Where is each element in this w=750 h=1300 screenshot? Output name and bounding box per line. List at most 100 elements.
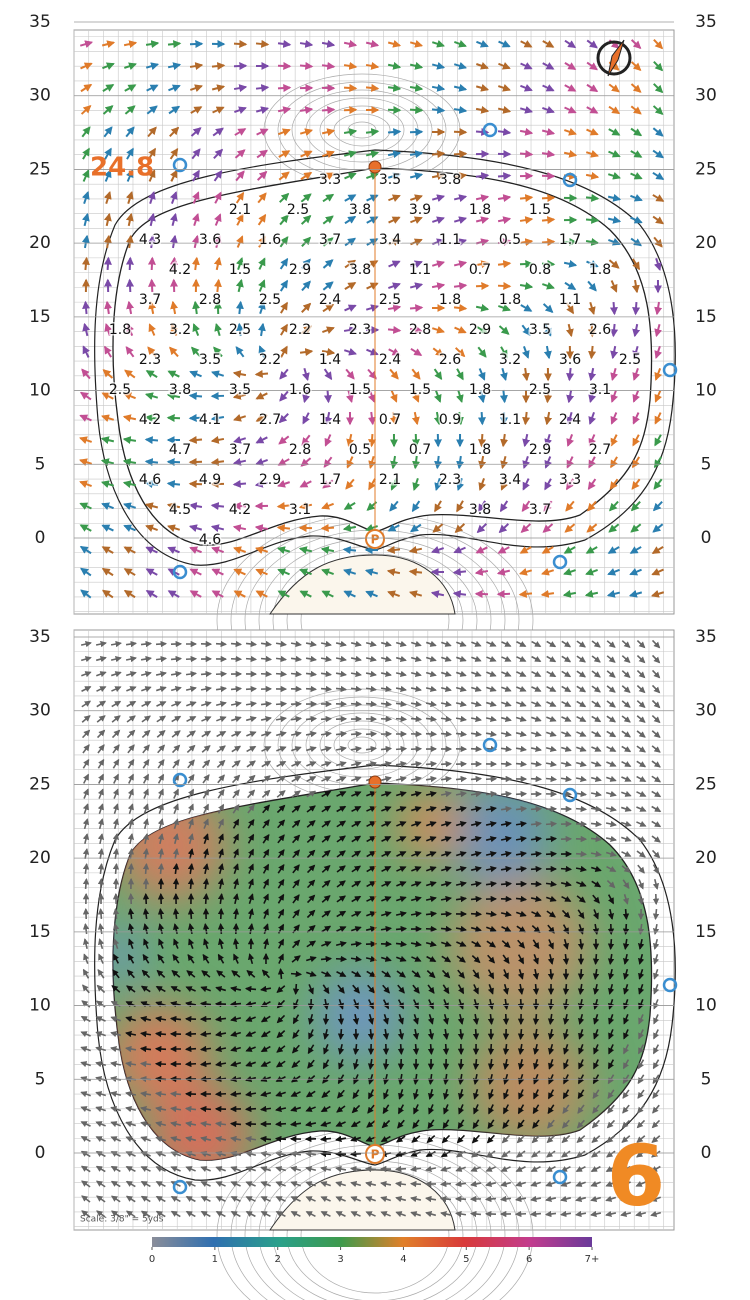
slope-value: 2.7 (259, 412, 281, 428)
slope-arrow (244, 985, 257, 993)
slope-value: 3.8 (469, 502, 491, 518)
slope-arrow (125, 126, 135, 138)
slope-arrow (321, 106, 336, 115)
slope-arrow (431, 545, 445, 554)
slope-arrow (255, 568, 268, 576)
slope-arrow (257, 322, 266, 337)
slope-arrow (170, 300, 179, 315)
slope-value: 2.3 (349, 322, 371, 338)
y-axis-label-left: 10 (29, 381, 51, 401)
slope-arrow (104, 169, 112, 182)
slope-arrow (199, 1105, 212, 1113)
slope-arrow (230, 685, 243, 693)
slope-arrow (630, 39, 642, 50)
slope-value: 3.2 (169, 322, 191, 338)
slope-value: 3.6 (199, 232, 221, 248)
slope-arrow (472, 1028, 480, 1041)
slope-arrow (585, 149, 599, 158)
slope-arrow (79, 391, 92, 401)
slope-arrow (211, 370, 225, 379)
slope-arrow (244, 1105, 257, 1113)
slope-arrow (298, 501, 313, 510)
slope-arrow (654, 390, 662, 403)
slope-arrow (123, 40, 138, 49)
slope-arrow (456, 500, 464, 513)
slope-arrow (564, 281, 577, 291)
slope-arrow (630, 105, 642, 115)
slope-arrow (431, 260, 446, 269)
slope-arrow (500, 455, 509, 470)
slope-value: 0.5 (499, 232, 521, 248)
slope-arrow (350, 700, 363, 708)
slope-arrow (258, 345, 266, 358)
slope-arrow (103, 191, 112, 205)
slope-arrow (476, 325, 489, 335)
slope-arrow (154, 1045, 167, 1053)
y-axis-label-right: 10 (695, 381, 717, 401)
slope-arrow (452, 567, 467, 576)
slope-arrow (301, 236, 312, 248)
slope-arrow (211, 62, 226, 71)
slope-value: 3.4 (379, 232, 401, 248)
slope-arrow (409, 105, 424, 114)
slope-arrow (255, 458, 268, 466)
slope-arrow (101, 414, 115, 423)
slope-arrow (82, 322, 91, 337)
slope-arrow (497, 216, 512, 225)
slope-arrow (320, 715, 333, 723)
slope-arrow (319, 1135, 332, 1143)
slope-arrow (409, 83, 424, 92)
slope-arrow (610, 280, 618, 293)
slope-arrow (299, 480, 312, 488)
slope-value: 2.3 (439, 472, 461, 488)
slope-arrow (184, 1045, 197, 1053)
y-axis-label-left: 0 (35, 528, 46, 548)
slope-arrow (607, 938, 615, 951)
slope-arrow (278, 171, 290, 181)
slope-value: 2.3 (139, 352, 161, 368)
slope-arrow (324, 434, 332, 447)
slope-arrow (236, 235, 244, 248)
y-axis-label-left: 30 (29, 701, 51, 721)
slope-arrow (81, 191, 90, 205)
slope-arrow (632, 301, 641, 316)
slope-arrow (189, 568, 202, 576)
slope-arrow (254, 369, 269, 378)
slope-value: 0.7 (469, 262, 491, 278)
slope-arrow (276, 524, 291, 533)
slope-arrow (236, 322, 245, 337)
slope-arrow (235, 191, 245, 204)
slope-arrow (323, 456, 333, 468)
slope-arrow (519, 216, 534, 225)
slope-arrow (199, 1030, 212, 1038)
slope-arrow (454, 347, 466, 358)
slope-arrow (299, 61, 314, 70)
slope-arrow (364, 568, 379, 577)
slope-arrow (147, 256, 156, 271)
slope-arrow (588, 412, 596, 425)
slope-value: 3.8 (349, 262, 371, 278)
y-axis-label-left: 5 (35, 1069, 46, 1089)
slope-value: 2.4 (559, 412, 581, 428)
slope-arrow (478, 500, 486, 513)
slope-value: 4.6 (199, 532, 221, 548)
slope-arrow (453, 546, 466, 554)
slope-arrow (300, 214, 312, 225)
slope-arrow (189, 62, 204, 71)
slope-arrow (408, 545, 423, 554)
slope-arrow (519, 127, 534, 136)
slope-arrow (343, 568, 357, 577)
slope-arrow (257, 192, 267, 204)
slope-arrow (610, 412, 618, 425)
slope-arrow (79, 436, 93, 445)
slope-arrow (515, 760, 528, 768)
slope-arrow (367, 411, 376, 426)
slope-value: 2.2 (259, 352, 281, 368)
slope-arrow (213, 234, 222, 249)
slope-value: 1.8 (469, 442, 491, 458)
slope-arrow (97, 877, 105, 890)
slope-arrow (368, 433, 377, 448)
slope-arrow (608, 523, 620, 533)
slope-arrow (302, 412, 310, 425)
slope-arrow (101, 546, 114, 554)
